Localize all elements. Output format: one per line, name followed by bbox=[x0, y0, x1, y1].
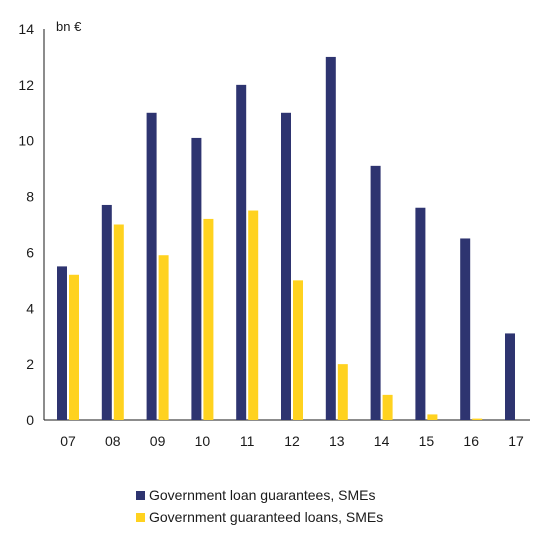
y-tick-label: 12 bbox=[18, 77, 34, 93]
x-tick-label: 08 bbox=[105, 433, 121, 449]
bar-chart: 0 2 4 6 8 10 12 14 bn € 07 08 09 10 11 12 13 14 15 16 17 bbox=[18, 19, 530, 449]
bar-series-2 bbox=[427, 414, 438, 420]
x-tick-label: 15 bbox=[419, 433, 435, 449]
x-tick-label: 11 bbox=[240, 433, 255, 449]
x-tick-label: 16 bbox=[463, 433, 479, 449]
bar-series-1 bbox=[236, 84, 247, 420]
bar-series-2 bbox=[337, 364, 348, 420]
legend-swatch-series-1 bbox=[136, 490, 145, 500]
y-tick-label: 10 bbox=[18, 133, 34, 149]
x-tick-label: 13 bbox=[329, 433, 345, 449]
x-tick-label: 14 bbox=[374, 433, 390, 449]
y-unit-label: bn € bbox=[56, 19, 82, 34]
bar-series-2 bbox=[293, 280, 303, 420]
bar-series-1 bbox=[101, 204, 112, 420]
x-tick-label: 12 bbox=[284, 433, 300, 449]
bar-series-1 bbox=[415, 207, 426, 420]
bar-series-1 bbox=[505, 333, 515, 420]
legend-swatch-series-2 bbox=[136, 512, 145, 522]
bar-series-2 bbox=[158, 255, 169, 420]
bar-series-1 bbox=[370, 165, 381, 420]
bar-series-1 bbox=[191, 137, 202, 420]
x-tick-label: 07 bbox=[60, 433, 76, 449]
bar-series-2 bbox=[203, 218, 214, 420]
legend-item-series-1: Government loan guarantees, SMEs bbox=[136, 484, 516, 506]
x-tick-label: 09 bbox=[150, 433, 166, 449]
y-tick-label: 14 bbox=[18, 21, 34, 37]
legend: Government loan guarantees, SMEs Governm… bbox=[136, 484, 516, 528]
x-tick-label: 10 bbox=[195, 433, 211, 449]
legend-label-series-2: Government guaranteed loans, SMEs bbox=[149, 509, 384, 525]
y-tick-label: 0 bbox=[26, 412, 34, 428]
legend-label-series-1: Government loan guarantees, SMEs bbox=[149, 487, 376, 503]
x-tick-label: 17 bbox=[508, 433, 524, 449]
bar-series-1 bbox=[146, 112, 157, 421]
legend-item-series-2: Government guaranteed loans, SMEs bbox=[136, 506, 516, 528]
y-tick-label: 4 bbox=[26, 300, 34, 316]
y-tick-label: 2 bbox=[26, 356, 34, 372]
bar-series-2 bbox=[113, 224, 124, 420]
bar-series-2 bbox=[382, 394, 393, 420]
bar-series-1 bbox=[281, 112, 291, 421]
bar-series-1 bbox=[460, 238, 471, 420]
bar-series-2 bbox=[248, 210, 259, 420]
bar-series-1 bbox=[325, 56, 336, 421]
y-tick-label: 6 bbox=[26, 244, 34, 260]
y-tick-label: 8 bbox=[26, 189, 34, 205]
bar-series-2 bbox=[69, 274, 79, 420]
bar-series-2 bbox=[472, 418, 483, 420]
bar-series-1 bbox=[57, 266, 67, 420]
